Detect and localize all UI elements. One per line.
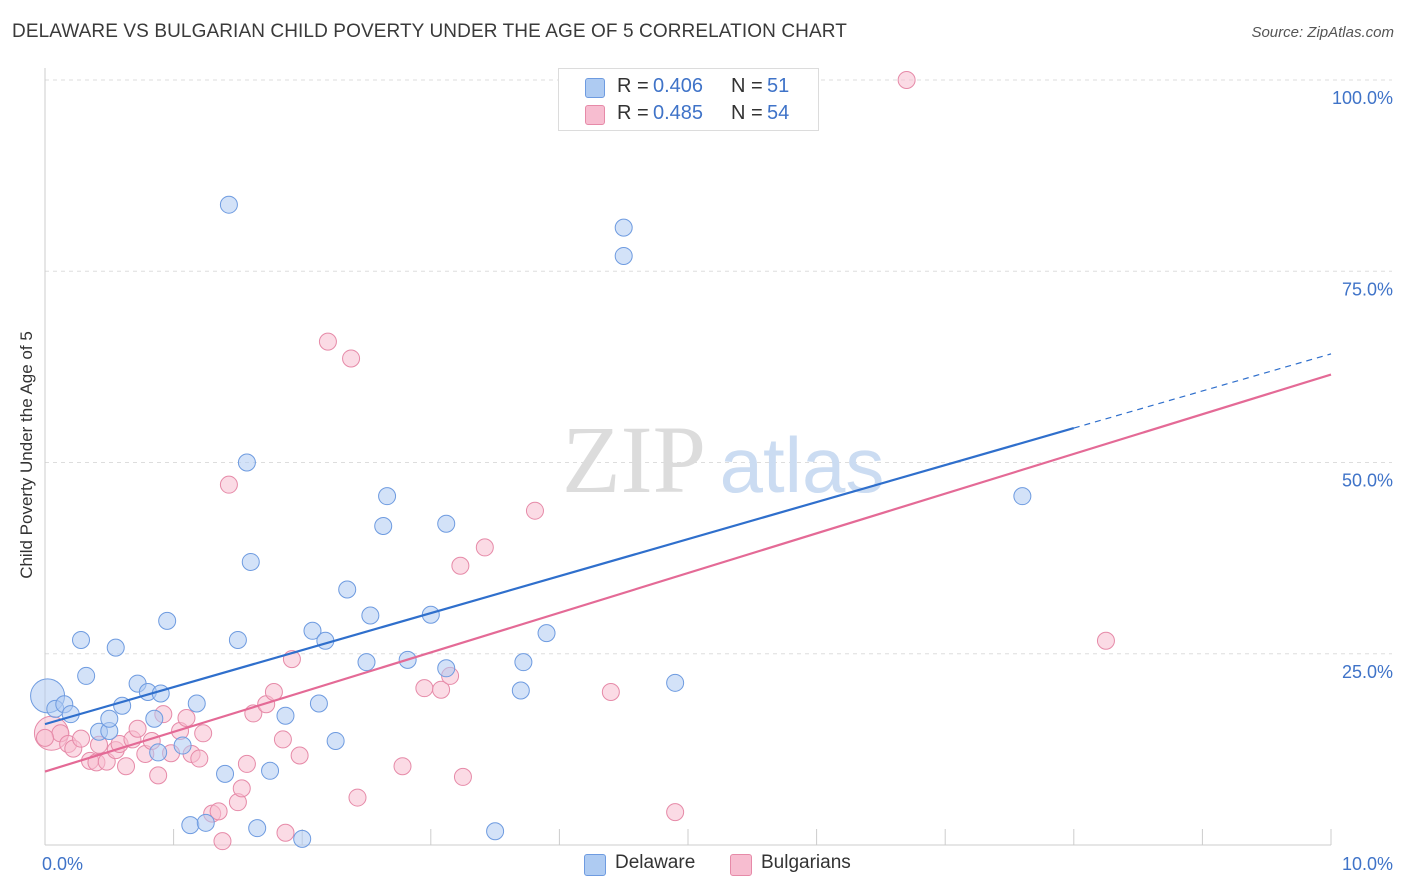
bottom-legend-label-delaware: Delaware (615, 852, 696, 873)
bulgarian-point (601, 683, 620, 701)
delaware-point (187, 694, 206, 713)
delaware-point (241, 552, 260, 571)
bulgarian-point (117, 757, 136, 776)
bottom-legend-label-bulgarians: Bulgarians (761, 852, 851, 873)
delaware-point (196, 813, 215, 832)
x-tick-label: 10.0% (1342, 854, 1393, 874)
delaware-point (486, 822, 505, 841)
bulgarian-point (453, 767, 472, 786)
chart-title: DELAWARE VS BULGARIAN CHILD POVERTY UNDE… (12, 21, 847, 42)
delaware-point (106, 638, 125, 657)
bulgarian-point (451, 556, 470, 575)
delaware-point (149, 743, 168, 762)
delaware-point (514, 653, 533, 672)
bulgarian-point (1096, 631, 1115, 650)
bulgarian-point (36, 728, 54, 747)
legend-r-value-bulgarians: 0.485 (653, 102, 704, 124)
legend-r-value-delaware: 0.406 (653, 75, 704, 97)
delaware-point (437, 514, 456, 533)
legend-n-value-bulgarians: 54 (767, 102, 790, 124)
bulgarian-point (475, 538, 494, 557)
delaware-point (437, 659, 456, 678)
x-tick-label: 0.0% (42, 854, 83, 874)
delaware-point (181, 816, 200, 835)
delaware-trend-extension (1073, 353, 1332, 429)
bottom-legend-swatch-delaware (584, 854, 606, 876)
delaware-point (511, 681, 530, 700)
legend-r-label: R = (617, 102, 649, 124)
legend-n-label: N = (731, 75, 763, 97)
bulgarian-point (415, 679, 434, 698)
bulgarian-point (209, 802, 228, 821)
delaware-point (237, 453, 256, 472)
bulgarian-point (290, 746, 309, 765)
bulgarian-point (149, 766, 168, 785)
delaware-point (145, 709, 164, 728)
delaware-point (374, 516, 393, 535)
legend-n-label: N = (731, 102, 763, 124)
y-tick-label: 75.0% (1342, 279, 1393, 299)
legend-box: R = 0.406 N = 51 R = 0.485 N = 54 (558, 68, 819, 131)
bulgarian-point (237, 754, 256, 773)
bulgarian-point (432, 680, 451, 699)
bulgarian-point (194, 724, 213, 743)
delaware-point (248, 819, 267, 838)
bulgarian-point (342, 349, 361, 368)
bulgarian-point (128, 719, 147, 738)
delaware-point (537, 624, 556, 643)
bulgarian-point (897, 71, 916, 89)
bulgarian-point (219, 475, 238, 494)
delaware-point (666, 673, 685, 692)
delaware-point (614, 246, 633, 265)
delaware-point (309, 694, 328, 713)
delaware-point (173, 736, 192, 755)
source-label: Source: ZipAtlas.com (1251, 24, 1394, 41)
delaware-point (614, 218, 633, 237)
watermark-atlas: atlas (720, 421, 885, 509)
delaware-point (100, 709, 119, 728)
bulgarian-point (273, 730, 292, 749)
bulgarian-point (276, 823, 295, 842)
bulgarian-point (177, 709, 196, 728)
bulgarian-trend-line (44, 373, 1332, 773)
bulgarian-point (318, 332, 337, 351)
bulgarian-point (525, 501, 544, 520)
delaware-point (361, 606, 380, 625)
legend-r-label: R = (617, 75, 649, 97)
y-tick-label: 50.0% (1342, 471, 1393, 491)
delaware-point (378, 487, 397, 506)
bulgarian-point (232, 779, 251, 798)
delaware-point (228, 630, 247, 649)
delaware-point (158, 611, 177, 630)
delaware-point (219, 195, 238, 214)
delaware-point (77, 666, 96, 685)
delaware-point (216, 764, 235, 783)
bottom-legend-swatch-bulgarians (730, 854, 752, 876)
delaware-point (338, 580, 357, 599)
legend-n-value-delaware: 51 (767, 75, 790, 97)
delaware-trend-line (44, 427, 1075, 726)
y-tick-label: 25.0% (1342, 662, 1393, 682)
y-axis-label: Child Poverty Under the Age of 5 (17, 331, 36, 579)
legend-swatch-bulgarians (585, 105, 605, 125)
delaware-point (1013, 487, 1032, 506)
delaware-point (276, 706, 295, 725)
delaware-point (261, 761, 280, 780)
bulgarian-point (213, 832, 232, 851)
delaware-point (293, 829, 312, 848)
delaware-point (72, 630, 91, 649)
bulgarian-point (190, 749, 209, 768)
y-tick-label: 100.0% (1332, 88, 1393, 108)
bulgarian-point (393, 757, 412, 776)
bulgarian-point (666, 803, 685, 822)
bulgarian-point (348, 788, 367, 807)
delaware-point (326, 731, 345, 750)
delaware-point (357, 653, 376, 672)
delaware-point (303, 621, 322, 640)
watermark-zip: ZIP (562, 406, 706, 513)
bulgarian-point (72, 729, 91, 748)
legend-swatch-delaware (585, 78, 605, 98)
